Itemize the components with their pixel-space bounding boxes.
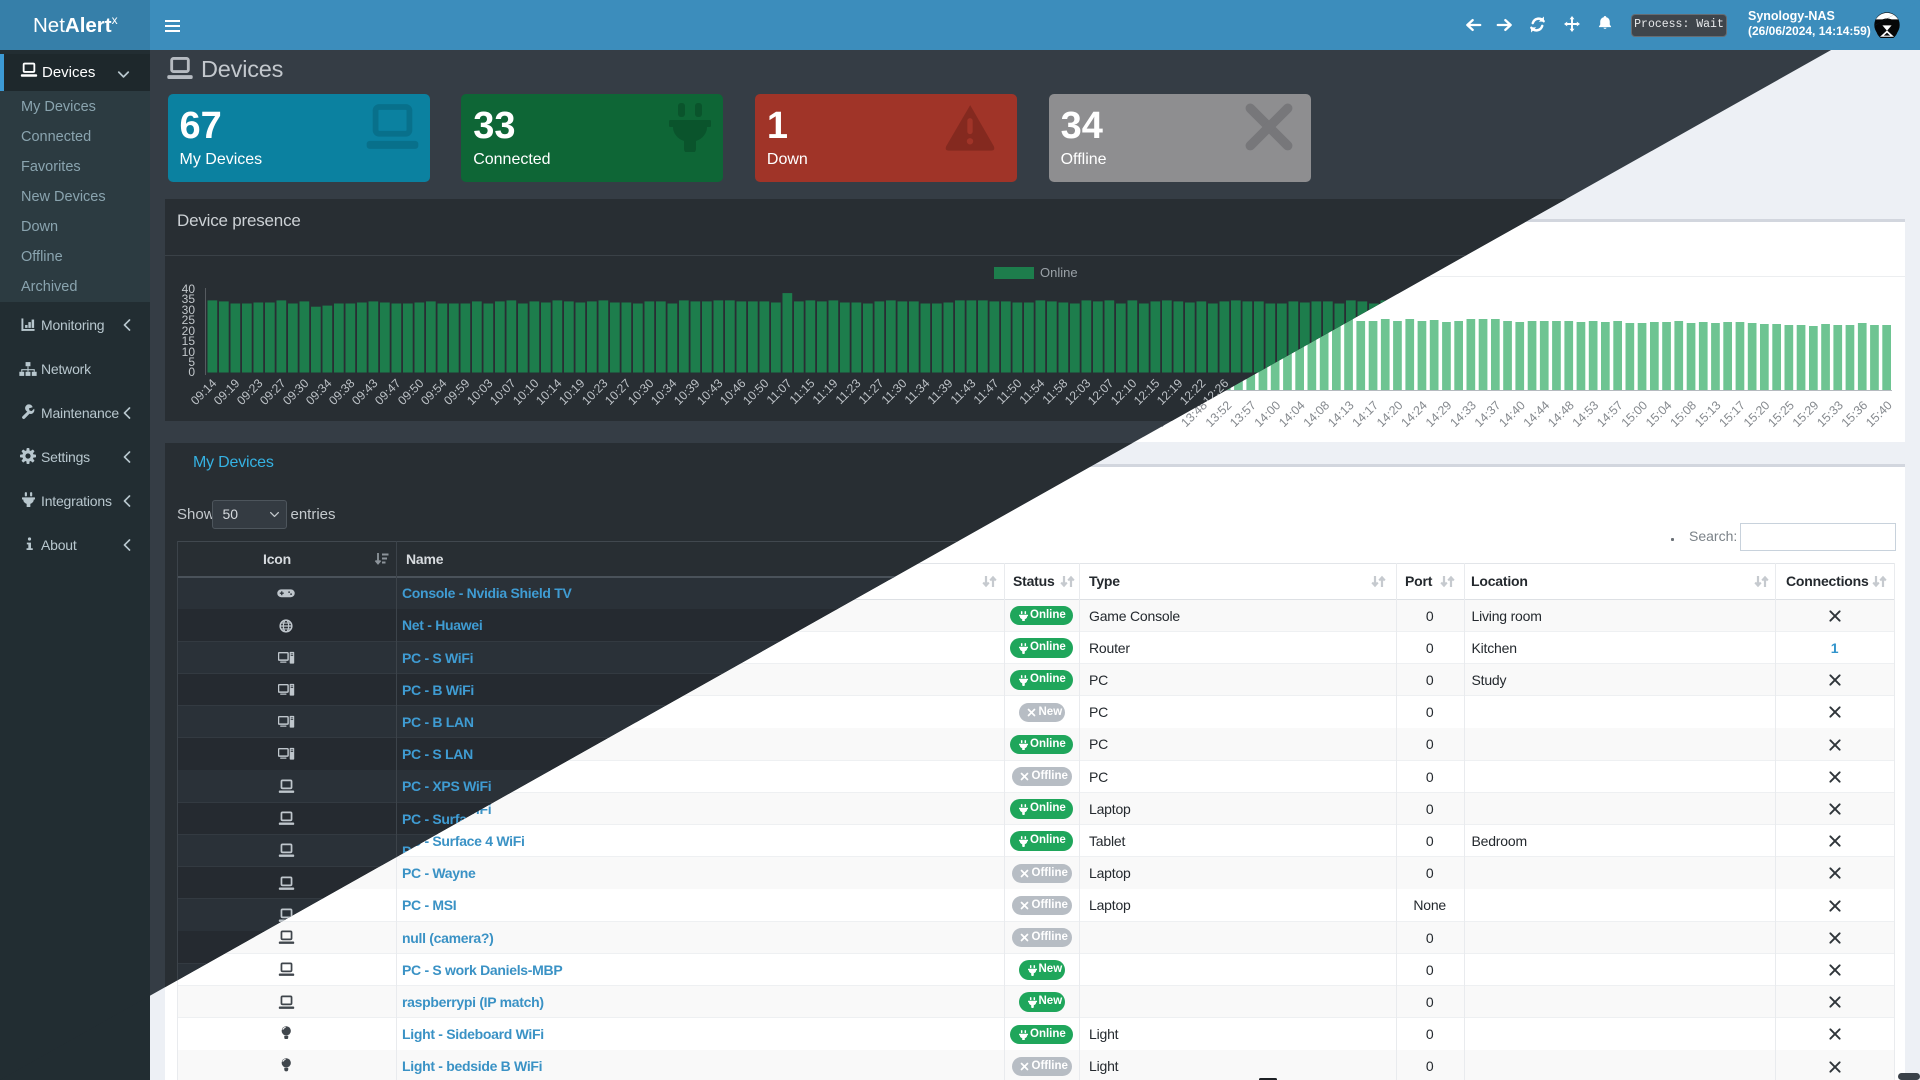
svg-text:14:40: 14:40 [1496, 398, 1528, 430]
svg-text:11:50: 11:50 [994, 376, 1025, 407]
svg-text:15:33: 15:33 [1814, 398, 1846, 430]
svg-text:14:48: 14:48 [1545, 398, 1577, 430]
svg-text:15:08: 15:08 [1667, 398, 1699, 430]
svg-text:11:30: 11:30 [879, 376, 910, 407]
svg-text:15:29: 15:29 [1790, 398, 1822, 430]
svg-text:14:53: 14:53 [1570, 398, 1602, 430]
svg-text:11:27: 11:27 [856, 376, 887, 407]
svg-text:10:50: 10:50 [740, 376, 772, 408]
svg-text:14:08: 14:08 [1301, 398, 1333, 430]
svg-text:14:57: 14:57 [1594, 398, 1626, 430]
svg-text:11:23: 11:23 [833, 376, 864, 407]
svg-text:11:54: 11:54 [1017, 376, 1048, 407]
svg-text:14:44: 14:44 [1521, 398, 1553, 430]
svg-text:14:33: 14:33 [1447, 398, 1479, 430]
svg-text:11:43: 11:43 [948, 376, 979, 407]
svg-text:11:19: 11:19 [810, 376, 841, 407]
svg-text:13:52: 13:52 [1203, 398, 1235, 430]
svg-text:14:20: 14:20 [1374, 398, 1406, 430]
svg-text:14:37: 14:37 [1472, 398, 1504, 430]
svg-text:11:34: 11:34 [902, 376, 933, 407]
svg-text:11:15: 11:15 [787, 376, 818, 407]
svg-text:15:36: 15:36 [1839, 398, 1871, 430]
svg-text:14:00: 14:00 [1252, 398, 1284, 430]
svg-text:11:47: 11:47 [971, 376, 1002, 407]
svg-text:15:25: 15:25 [1765, 398, 1797, 430]
svg-text:14:24: 14:24 [1398, 398, 1430, 430]
svg-text:14:13: 14:13 [1325, 398, 1357, 430]
svg-text:15:13: 15:13 [1692, 398, 1724, 430]
svg-text:11:39: 11:39 [925, 376, 956, 407]
svg-text:15:40: 15:40 [1863, 398, 1895, 430]
svg-text:14:29: 14:29 [1423, 398, 1455, 430]
svg-text:13:57: 13:57 [1227, 398, 1259, 430]
svg-text:14:17: 14:17 [1349, 398, 1381, 430]
svg-text:15:00: 15:00 [1619, 398, 1651, 430]
svg-text:15:20: 15:20 [1741, 398, 1773, 430]
svg-text:11:07: 11:07 [764, 376, 795, 407]
svg-text:15:04: 15:04 [1643, 398, 1675, 430]
svg-text:14:04: 14:04 [1276, 398, 1308, 430]
svg-text:15:17: 15:17 [1716, 398, 1748, 430]
